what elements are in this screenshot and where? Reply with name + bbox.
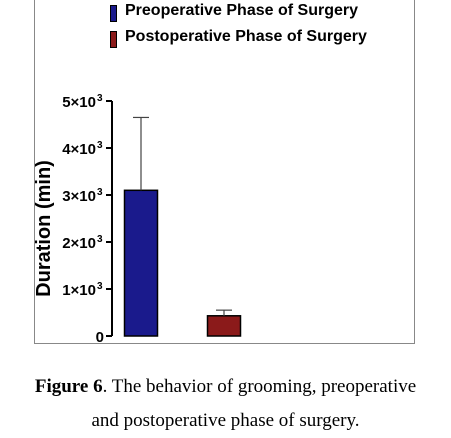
y-tick-exponent: 3 <box>97 281 103 292</box>
y-tick-exponent: 3 <box>97 140 103 151</box>
legend-swatch-preoperative <box>110 5 117 22</box>
figure-label: Figure 6 <box>34 376 103 397</box>
legend-label-postoperative: Postoperative Phase of Surgery <box>125 28 367 45</box>
figure-caption-line2: and postoperative phase of surgery. <box>91 410 360 431</box>
y-tick-label: 2×10 <box>62 235 96 252</box>
y-tick-label: 4×10 <box>62 141 96 158</box>
bar <box>206 315 242 337</box>
y-tick-label: 0 <box>96 329 104 346</box>
legend-label-preoperative: Preoperative Phase of Surgery <box>125 2 358 19</box>
y-tick-label: 5×10 <box>62 94 96 111</box>
y-axis-label: Duration (min) <box>33 160 55 297</box>
y-tick-exponent: 3 <box>97 93 103 104</box>
y-tick-exponent: 3 <box>97 187 103 198</box>
legend-swatch-postoperative <box>110 31 117 48</box>
y-tick-label: 1×10 <box>62 282 96 299</box>
y-tick-exponent: 3 <box>97 234 103 245</box>
figure-caption-line1: Figure 6. The behavior of grooming, preo… <box>0 376 451 398</box>
chart-frame <box>34 0 415 344</box>
y-tick-label: 3×10 <box>62 188 96 205</box>
bar <box>123 189 159 337</box>
caption-text-line1: . The behavior of grooming, preoperative <box>102 376 417 397</box>
